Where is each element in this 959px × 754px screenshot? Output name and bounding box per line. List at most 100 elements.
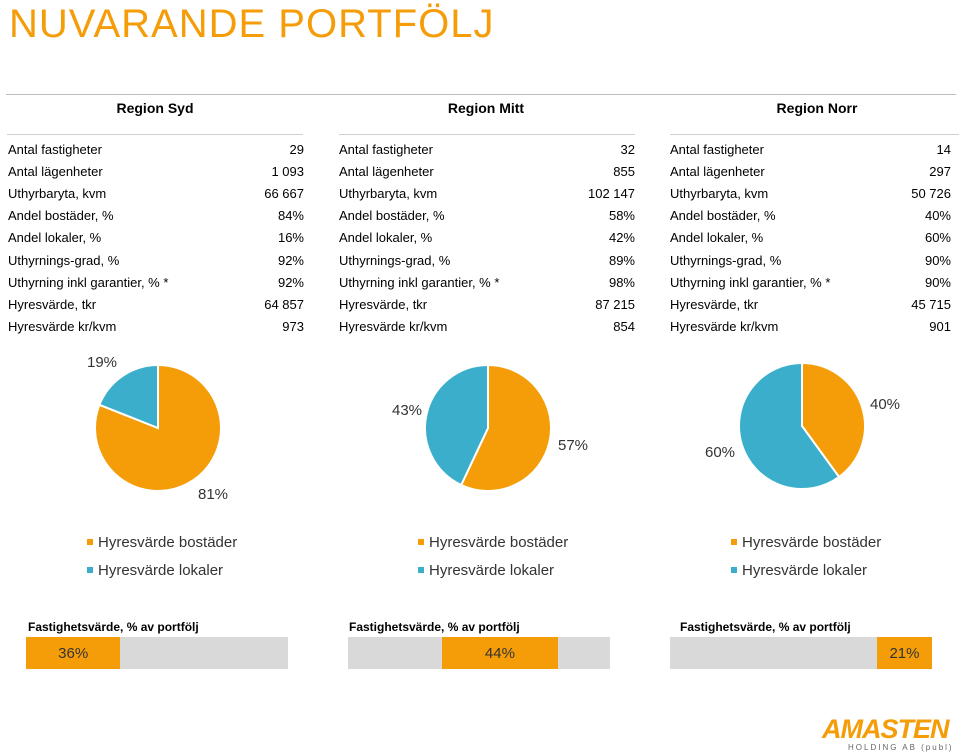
legend-label: Hyresvärde lokaler (98, 562, 223, 579)
region-norr-legend: Hyresvärde bostäder Hyresvärde lokaler (731, 528, 953, 584)
stat-row: Andel lokaler, % 16% (8, 227, 304, 249)
bar-fill: 21% (877, 637, 932, 669)
pie-label-lokaler: 43% (392, 402, 422, 419)
region-norr-pie-svg (650, 358, 950, 508)
stat-value: 98% (609, 275, 635, 290)
stat-row: Andel bostäder, % 58% (339, 205, 635, 227)
legend-label: Hyresvärde bostäder (429, 534, 568, 551)
legend-swatch-lokaler (418, 567, 424, 573)
logo-subtitle: HOLDING AB (publ) (848, 743, 954, 752)
stat-value: 102 147 (588, 186, 635, 201)
bar-fill: 36% (26, 637, 120, 669)
region-norr-divider (670, 134, 959, 135)
pie-label-lokaler: 19% (87, 354, 117, 371)
logo-brand: AMASTEN (822, 716, 954, 743)
stat-value: 901 (929, 319, 951, 334)
stat-value: 66 667 (264, 186, 304, 201)
legend-item-lokaler: Hyresvärde lokaler (418, 556, 678, 584)
stat-label: Hyresvärde, tkr (8, 297, 96, 312)
stat-label: Hyresvärde kr/kvm (670, 319, 778, 334)
stat-row: Antal fastigheter 14 (670, 138, 951, 160)
legend-swatch-lokaler (731, 567, 737, 573)
stat-value: 29 (290, 142, 304, 157)
stat-row: Andel bostäder, % 40% (670, 205, 951, 227)
region-syd-pie-svg (0, 358, 300, 508)
pie-label-bostader: 40% (870, 396, 900, 413)
stat-row: Uthyrning inkl garantier, % * 90% (670, 271, 951, 293)
stat-value: 64 857 (264, 297, 304, 312)
stat-value: 854 (613, 319, 635, 334)
stat-value: 60% (925, 230, 951, 245)
stat-row: Hyresvärde, tkr 87 215 (339, 293, 635, 315)
legend-item-bostader: Hyresvärde bostäder (731, 528, 953, 556)
stat-label: Hyresvärde, tkr (670, 297, 758, 312)
stat-value: 90% (925, 275, 951, 290)
stat-value: 92% (278, 275, 304, 290)
stat-value: 42% (609, 230, 635, 245)
stat-label: Andel lokaler, % (339, 230, 432, 245)
title-divider (6, 94, 956, 95)
stat-row: Andel bostäder, % 84% (8, 205, 304, 227)
stat-row: Uthyrbaryta, kvm 66 667 (8, 182, 304, 204)
page-title: NUVARANDE PORTFÖLJ (9, 2, 494, 47)
region-mitt-pie-chart: 43% 57% (340, 358, 640, 508)
pie-label-lokaler: 60% (705, 444, 735, 461)
stat-row: Uthyrnings-grad, % 89% (339, 249, 635, 271)
stat-row: Uthyrnings-grad, % 90% (670, 249, 951, 271)
region-norr-fastighetsvarde-bar: 21% (670, 637, 932, 669)
legend-swatch-lokaler (87, 567, 93, 573)
legend-label: Hyresvärde bostäder (98, 534, 237, 551)
region-norr-fastighetsvarde-title: Fastighetsvärde, % av portfölj (680, 620, 851, 634)
region-syd-pie-chart: 19% 81% (0, 358, 300, 508)
legend-item-bostader: Hyresvärde bostäder (87, 528, 347, 556)
stat-row: Andel lokaler, % 60% (670, 227, 951, 249)
stat-value: 84% (278, 208, 304, 223)
stat-value: 90% (925, 253, 951, 268)
stat-row: Uthyrbaryta, kvm 50 726 (670, 182, 951, 204)
stat-value: 58% (609, 208, 635, 223)
stat-value: 50 726 (911, 186, 951, 201)
stat-label: Antal fastigheter (339, 142, 433, 157)
stat-value: 92% (278, 253, 304, 268)
region-mitt-pie-svg (340, 358, 640, 508)
stat-label: Andel lokaler, % (8, 230, 101, 245)
region-norr-header: Region Norr (672, 100, 959, 116)
stat-label: Antal lägenheter (8, 164, 103, 179)
legend-swatch-bostader (731, 539, 737, 545)
stat-label: Hyresvärde kr/kvm (339, 319, 447, 334)
stat-value: 855 (613, 164, 635, 179)
stat-label: Antal lägenheter (339, 164, 434, 179)
region-syd-fastighetsvarde-title: Fastighetsvärde, % av portfölj (28, 620, 199, 634)
legend-label: Hyresvärde bostäder (742, 534, 881, 551)
stat-value: 1 093 (271, 164, 304, 179)
stat-value: 16% (278, 230, 304, 245)
amasten-logo: AMASTEN HOLDING AB (publ) (822, 716, 954, 752)
region-syd-stats: Antal fastigheter 29 Antal lägenheter 1 09… (8, 138, 304, 338)
stat-row: Hyresvärde kr/kvm 901 (670, 316, 951, 338)
legend-label: Hyresvärde lokaler (429, 562, 554, 579)
region-syd-fastighetsvarde-bar: 36% (26, 637, 288, 669)
stat-row: Andel lokaler, % 42% (339, 227, 635, 249)
stat-label: Uthyrbaryta, kvm (8, 186, 106, 201)
stat-label: Andel lokaler, % (670, 230, 763, 245)
stat-label: Uthyrnings-grad, % (8, 253, 119, 268)
stat-label: Uthyrnings-grad, % (670, 253, 781, 268)
stat-row: Antal fastigheter 32 (339, 138, 635, 160)
stat-value: 40% (925, 208, 951, 223)
region-mitt-stats: Antal fastigheter 32 Antal lägenheter 855 … (339, 138, 635, 338)
stat-row: Hyresvärde, tkr 45 715 (670, 293, 951, 315)
stat-label: Hyresvärde, tkr (339, 297, 427, 312)
stat-label: Uthyrbaryta, kvm (339, 186, 437, 201)
stat-value: 14 (937, 142, 951, 157)
stat-value: 45 715 (911, 297, 951, 312)
pie-label-bostader: 57% (558, 437, 588, 454)
stat-value: 87 215 (595, 297, 635, 312)
bar-value: 21% (889, 645, 919, 662)
stat-label: Antal fastigheter (670, 142, 764, 157)
stat-value: 297 (929, 164, 951, 179)
stat-label: Andel bostäder, % (670, 208, 776, 223)
stat-label: Uthyrbaryta, kvm (670, 186, 768, 201)
stat-label: Uthyrning inkl garantier, % * (339, 275, 499, 290)
region-mitt-fastighetsvarde-bar: 44% (348, 637, 610, 669)
stat-label: Andel bostäder, % (339, 208, 445, 223)
